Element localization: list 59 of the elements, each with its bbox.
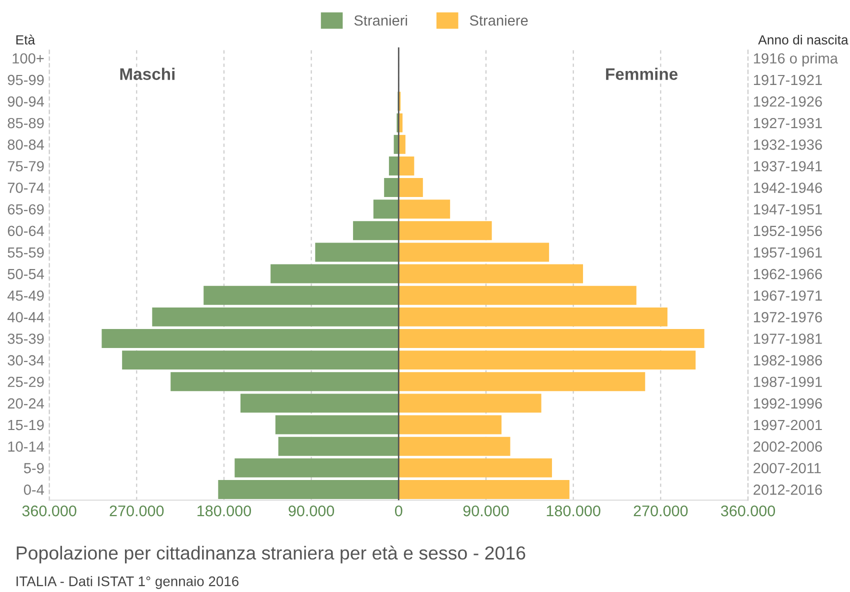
y-tick-label: 60-64 — [8, 226, 44, 236]
y-tick-label: 80-84 — [8, 140, 44, 150]
y-tick-label: 100+ — [12, 53, 44, 64]
x-tick-label: 180.000 — [198, 506, 251, 516]
y2-tick-label: 1932-1936 — [754, 140, 822, 150]
y-tick-label: 50-54 — [8, 268, 44, 280]
y2-tick-label: 1922-1926 — [754, 96, 822, 107]
y-tick-label: 20-24 — [8, 398, 44, 409]
x-tick-label: 270.000 — [634, 506, 688, 516]
legend-label: Stranieri — [354, 14, 408, 26]
y-tick-label: 85-89 — [8, 118, 44, 128]
y-tick-label: 15-19 — [8, 420, 44, 430]
x-tick-label: 90.000 — [463, 506, 509, 516]
y-tick-label: 0-4 — [24, 484, 44, 495]
y2-tick-label: 1962-1966 — [754, 268, 822, 280]
y2-tick-label: 1992-1996 — [754, 398, 822, 409]
legend-label: Straniere — [470, 14, 528, 26]
y-tick-label: 10-14 — [8, 441, 44, 452]
y2-tick-label: 1916 o prima — [754, 52, 838, 66]
y2-tick-label: 1937-1941 — [754, 161, 822, 172]
y2-tick-label: 1982-1986 — [754, 355, 822, 366]
y2-tick-label: 1972-1976 — [754, 312, 822, 322]
y-tick-label: 95-99 — [8, 74, 44, 86]
x-tick-label: 180.000 — [546, 506, 600, 516]
y2-tick-label: 1987-1991 — [754, 376, 822, 388]
text: Popolazione per cittadinanza straniera per età e sesso - 2016 — [16, 546, 526, 564]
y-tick-label: 55-59 — [8, 247, 44, 258]
y2-tick-label: 1942-1946 — [754, 182, 822, 193]
y-tick-label: 70-74 — [8, 182, 44, 193]
y-tick-label: 65-69 — [8, 204, 44, 215]
x-tick-label: 90.000 — [288, 506, 334, 516]
y-tick-label: 5-9 — [24, 462, 44, 474]
y2-tick-label: 1917-1921 — [754, 74, 822, 86]
y2-tick-label: 1927-1931 — [754, 118, 822, 128]
y-tick-label: 35-39 — [8, 334, 44, 344]
x-tick-label: 270.000 — [110, 506, 164, 516]
y2-tick-label: 1957-1961 — [754, 247, 822, 258]
y2-tick-label: 1977-1981 — [754, 334, 822, 344]
y2-tick-label: 2007-2011 — [754, 462, 821, 474]
y-tick-label: 75-79 — [8, 161, 44, 172]
x-tick-label: 360.000 — [720, 506, 776, 516]
x-tick-label: 360.000 — [22, 506, 76, 516]
y2-tick-label: 1952-1956 — [754, 226, 822, 236]
y-tick-label: 40-44 — [7, 312, 44, 322]
y2-tick-label: 2012-2016 — [754, 484, 822, 495]
annotation: Maschi — [120, 68, 174, 80]
y-tick-label: 45-49 — [7, 290, 44, 301]
x-tick-label: 0 — [395, 506, 402, 516]
y-tick-label: 90-94 — [8, 96, 44, 107]
y2-tick-label: 2002-2006 — [754, 441, 822, 452]
annotation: Femmine — [606, 68, 678, 80]
y2-tick-label: 1967-1971 — [754, 290, 822, 301]
y-tick-label: 25-29 — [8, 376, 44, 388]
y2-tick-label: 1997-2001 — [754, 420, 822, 430]
y2-axis-title: Anno di nascita — [758, 34, 848, 45]
text: ITALIA - Dati ISTAT 1° gennaio 2016 — [16, 576, 238, 589]
y-tick-label: 30-34 — [8, 355, 44, 366]
y-axis-title: Età — [16, 34, 36, 45]
y2-tick-label: 1947-1951 — [754, 204, 822, 215]
